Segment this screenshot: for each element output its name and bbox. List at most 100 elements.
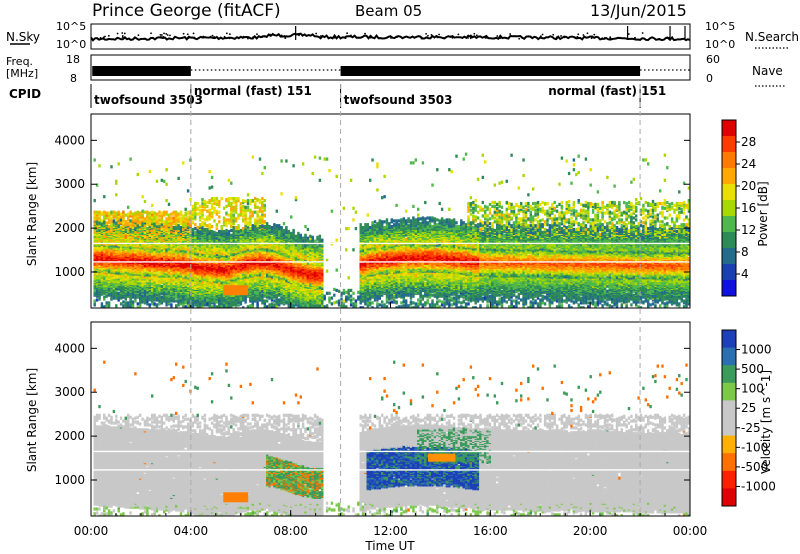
power-cell: [117, 266, 120, 270]
power-cell: [186, 189, 190, 193]
power-cell: [230, 304, 233, 308]
power-cell: [218, 254, 221, 258]
power-cell: [146, 215, 149, 219]
power-cell: [208, 231, 211, 235]
power-cell: [232, 245, 235, 249]
noise-search-dot: [518, 37, 521, 40]
power-cell: [146, 212, 149, 216]
power-cell: [105, 301, 108, 305]
power-cell: [165, 283, 168, 288]
power-cell: [179, 226, 183, 230]
power-cell: [242, 212, 245, 216]
power-cell: [134, 215, 137, 219]
power-cell: [153, 286, 156, 290]
power-cell: [160, 238, 163, 242]
power-cell: [153, 247, 156, 251]
power-cell: [191, 231, 195, 235]
power-cell: [131, 280, 135, 284]
power-cell: [112, 248, 116, 252]
noise-search-dot: [121, 32, 124, 34]
power-cell: [167, 247, 171, 251]
power-cell: [165, 297, 168, 301]
power-cell: [103, 288, 106, 292]
power-cell: [177, 176, 180, 180]
power-cell: [134, 274, 137, 278]
power-cell: [119, 226, 123, 230]
power-cell: [182, 161, 185, 165]
power-cell: [167, 291, 171, 295]
noise-search-dot: [634, 36, 636, 39]
power-cell: [218, 204, 221, 208]
date-title: 13/Jun/2015: [590, 1, 687, 20]
power-cell: [215, 262, 219, 266]
power-cell: [127, 205, 130, 209]
power-cell: [225, 198, 228, 202]
power-cell: [165, 210, 168, 214]
power-cell: [177, 232, 180, 236]
noise-search-dot: [425, 32, 427, 35]
power-cell: [222, 299, 226, 303]
power-cell: [131, 257, 135, 262]
power-cell: [186, 273, 190, 277]
power-cell: [208, 217, 211, 221]
power-cell: [131, 300, 135, 304]
noise-search-dot: [97, 38, 99, 40]
power-cell: [141, 294, 144, 298]
power-cell: [117, 295, 120, 299]
power-cell: [234, 207, 238, 211]
power-cell: [134, 295, 137, 299]
power-cell: [151, 210, 154, 214]
power-cell: [93, 255, 96, 260]
power-cell: [103, 220, 106, 224]
noise-search-dot: [449, 35, 452, 38]
noise-search-dot: [467, 34, 469, 37]
power-cell: [184, 305, 187, 308]
noise-search-dot: [658, 37, 661, 40]
power-cell: [117, 210, 120, 214]
power-cell: [201, 216, 204, 220]
power-cell: [196, 226, 199, 230]
power-cell: [139, 220, 142, 224]
power-cell: [179, 300, 183, 304]
power-cell: [160, 223, 163, 227]
power-cell: [153, 223, 156, 227]
power-cell: [95, 272, 99, 276]
power-cell: [98, 222, 101, 226]
power-cell: [127, 217, 130, 221]
power-cell: [201, 223, 204, 227]
power-cell: [203, 206, 207, 210]
power-cell: [139, 211, 142, 215]
power-cell: [210, 263, 214, 267]
power-cell: [163, 256, 166, 261]
power-cell: [158, 296, 161, 300]
power-cell: [230, 217, 233, 221]
power-cell: [232, 205, 235, 209]
noise-search-dot: [470, 34, 472, 37]
power-cell: [155, 217, 159, 221]
power-cell: [203, 237, 207, 241]
power-cell: [227, 202, 231, 206]
noise-search-dot: [344, 37, 347, 40]
power-cell: [230, 250, 233, 254]
power-cell: [184, 293, 187, 297]
power-cell: [143, 251, 147, 255]
power-cell: [184, 235, 187, 239]
power-cell: [242, 306, 245, 308]
power-cell: [134, 224, 137, 228]
freq-tick-top: 18: [66, 53, 80, 66]
power-cell: [119, 278, 123, 282]
power-cell: [115, 271, 118, 275]
noise-search-dot: [160, 35, 162, 38]
noise-search-dot: [296, 33, 299, 36]
power-cell: [95, 222, 99, 226]
power-cell: [124, 277, 127, 281]
power-cell: [165, 220, 168, 224]
power-cell: [136, 224, 139, 228]
power-cell: [206, 248, 209, 252]
power-cell: [213, 269, 216, 273]
noise-search-dot: [159, 33, 162, 36]
power-cell: [218, 303, 221, 307]
power-cell: [234, 205, 238, 209]
power-cell: [105, 248, 108, 252]
power-cell: [227, 213, 231, 217]
